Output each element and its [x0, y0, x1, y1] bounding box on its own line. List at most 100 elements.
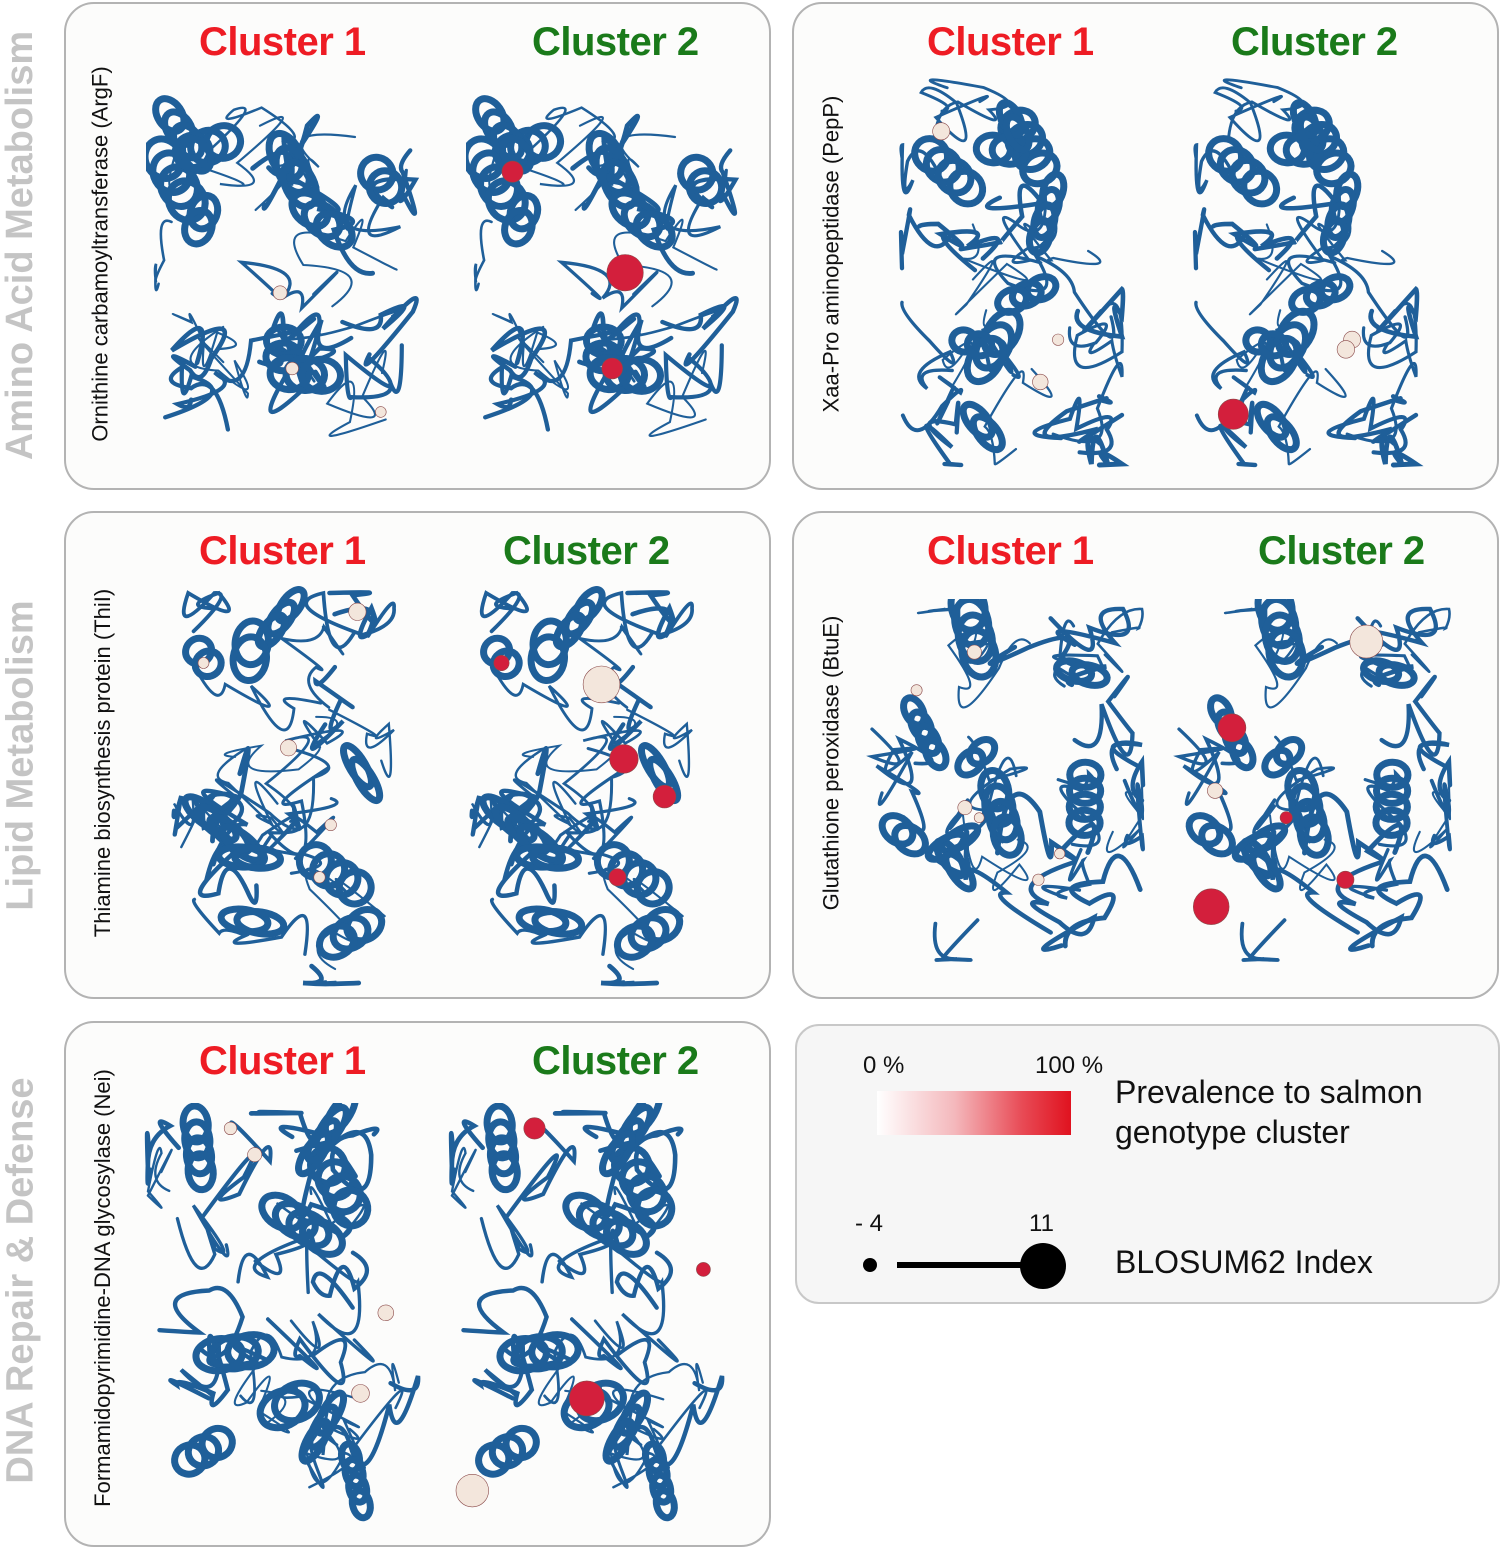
alpha-helix — [994, 273, 1060, 316]
variant-residue-sphere — [493, 655, 510, 672]
variant-residue-sphere — [932, 122, 951, 141]
cluster-1-title: Cluster 1 — [199, 529, 366, 573]
backbone-loop — [1348, 848, 1399, 900]
backbone-loop — [900, 300, 956, 390]
alpha-helix — [152, 95, 215, 175]
enzyme-label: Formamidopyrimidine-DNA glycosylase (Nei… — [90, 1069, 116, 1507]
alpha-helix — [1257, 307, 1318, 386]
backbone-loop — [171, 330, 295, 410]
helix-turn — [969, 413, 1006, 454]
helix-turn — [345, 1471, 371, 1506]
big-dot-scale — [1020, 1243, 1066, 1289]
protein-structure-cluster-2 — [1192, 78, 1424, 468]
helix-turn — [1198, 821, 1236, 858]
helix-turn — [1373, 758, 1412, 791]
helix-turn — [181, 1118, 214, 1162]
backbone-loop — [1326, 396, 1408, 456]
helix-turn — [633, 1186, 676, 1230]
helix-turn — [646, 755, 682, 805]
backbone-loop — [163, 363, 231, 432]
backbone-loop — [189, 325, 250, 399]
alpha-helix — [1065, 758, 1105, 839]
helix-turn — [192, 1335, 246, 1375]
backbone-loop — [209, 106, 311, 189]
backbone-loop — [919, 86, 989, 143]
blosum-max-label: 11 — [1029, 1210, 1054, 1237]
backbone-loop — [248, 1109, 324, 1144]
helix-turn — [572, 586, 606, 625]
helix-turn — [233, 908, 288, 938]
backbone-loop — [450, 1146, 477, 1209]
backbone-loop — [153, 219, 173, 292]
backbone-loop — [448, 1119, 485, 1186]
helix-turn — [602, 1417, 636, 1465]
alpha-helix — [900, 694, 950, 772]
panel-nei: Cluster 1 Cluster 2 Formamidopyrimidine-… — [64, 1021, 771, 1547]
backbone-loop — [1302, 791, 1404, 862]
variant-residue-sphere — [608, 868, 627, 887]
helix-turn — [231, 617, 272, 669]
backbone-loop — [1173, 727, 1225, 806]
helix-turn — [1266, 131, 1308, 167]
gradient-max-label: 100 % — [1035, 1052, 1104, 1079]
alpha-helix — [295, 841, 375, 908]
variant-residue-sphere — [1336, 870, 1355, 889]
backbone-loop — [343, 343, 404, 401]
backbone-loop — [190, 659, 323, 732]
alpha-helix — [337, 1440, 374, 1522]
alpha-helix — [1319, 170, 1362, 257]
backbone-loop — [490, 326, 548, 380]
alpha-helix — [315, 906, 386, 961]
backbone-loop — [543, 1319, 625, 1405]
helix-turn — [613, 922, 656, 961]
backbone-loop — [983, 367, 1053, 466]
helix-turn — [958, 627, 1000, 681]
helix-turn — [483, 1103, 516, 1146]
cluster-1-title: Cluster 1 — [927, 20, 1094, 64]
alpha-helix — [298, 1389, 348, 1465]
helix-turn — [603, 1217, 650, 1258]
alpha-helix — [1261, 736, 1306, 779]
backbone-loop — [239, 1319, 321, 1405]
variant-residue-sphere — [324, 818, 337, 831]
helix-turn — [161, 108, 197, 149]
alpha-helix — [602, 1389, 652, 1465]
variant-residue-sphere — [1193, 888, 1230, 925]
alpha-helix — [954, 736, 999, 779]
alpha-helix — [295, 1103, 359, 1178]
helix-turn — [633, 868, 673, 908]
alpha-helix — [171, 1424, 236, 1478]
backbone-loop — [479, 590, 529, 634]
backbone-loop — [236, 260, 339, 314]
backbone-loop — [509, 325, 570, 399]
helix-turn — [1261, 611, 1303, 665]
backbone-loop — [1222, 78, 1305, 139]
helix-turn — [152, 95, 188, 135]
backbone-loop — [1368, 285, 1420, 340]
helix-turn — [1319, 216, 1349, 257]
backbone-loop — [660, 295, 739, 367]
variant-residue-sphere — [609, 744, 639, 774]
helix-turn — [994, 285, 1030, 316]
alpha-helix — [613, 906, 684, 961]
helix-turn — [282, 354, 329, 394]
helix-turn — [649, 1471, 675, 1506]
helix-turn — [181, 206, 216, 248]
backbone-loop — [561, 719, 642, 823]
variant-residue-sphere — [1054, 848, 1066, 860]
protein-structure-cluster-1 — [898, 78, 1130, 468]
alpha-helix — [959, 400, 1006, 454]
helix-turn — [626, 1172, 668, 1216]
backbone-loop — [1277, 367, 1347, 466]
helix-turn — [985, 797, 1021, 844]
helix-turn — [266, 354, 313, 394]
alpha-helix — [1254, 599, 1307, 681]
backbone-loop — [898, 207, 978, 273]
helix-turn — [878, 812, 917, 848]
helix-turn — [329, 1186, 372, 1230]
backbone-loop — [1369, 853, 1450, 949]
backbone-loop — [1032, 396, 1114, 456]
variant-residue-sphere — [455, 1474, 489, 1508]
backbone-loop — [962, 814, 1029, 892]
helix-turn — [313, 210, 356, 251]
